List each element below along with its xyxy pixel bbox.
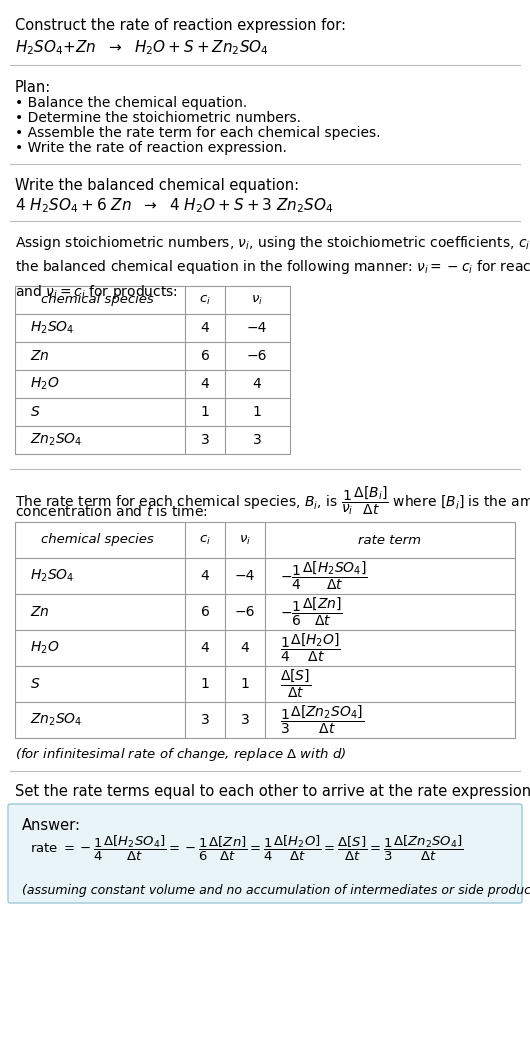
Text: Set the rate terms equal to each other to arrive at the rate expression:: Set the rate terms equal to each other t… [15, 784, 530, 799]
Text: 4: 4 [253, 377, 261, 391]
Text: $\nu_i$: $\nu_i$ [251, 294, 263, 306]
Text: $4\ H_2SO_4 + 6\ Zn\ \ \rightarrow\ \ 4\ H_2O + S + 3\ Zn_2SO_4$: $4\ H_2SO_4 + 6\ Zn\ \ \rightarrow\ \ 4\… [15, 196, 333, 215]
Text: $-\dfrac{1}{4}\dfrac{\Delta[H_2SO_4]}{\Delta t}$: $-\dfrac{1}{4}\dfrac{\Delta[H_2SO_4]}{\D… [280, 560, 368, 592]
Text: $Zn$: $Zn$ [30, 605, 50, 619]
Text: $\dfrac{1}{4}\dfrac{\Delta[H_2O]}{\Delta t}$: $\dfrac{1}{4}\dfrac{\Delta[H_2O]}{\Delta… [280, 631, 341, 664]
Text: 1: 1 [253, 405, 261, 419]
Text: $\dfrac{1}{3}\dfrac{\Delta[Zn_2SO_4]}{\Delta t}$: $\dfrac{1}{3}\dfrac{\Delta[Zn_2SO_4]}{\D… [280, 703, 364, 736]
Text: −4: −4 [247, 321, 267, 334]
Text: chemical species: chemical species [41, 294, 153, 306]
Text: 4: 4 [201, 569, 209, 584]
Text: $c_i$: $c_i$ [199, 294, 211, 306]
Text: $c_i$: $c_i$ [199, 534, 211, 547]
Text: $\dfrac{\Delta[S]}{\Delta t}$: $\dfrac{\Delta[S]}{\Delta t}$ [280, 668, 311, 700]
Text: $S$: $S$ [30, 405, 40, 419]
Text: 1: 1 [241, 677, 250, 691]
Text: concentration and $t$ is time:: concentration and $t$ is time: [15, 504, 208, 519]
Text: The rate term for each chemical species, $B_i$, is $\dfrac{1}{\nu_i}\dfrac{\Delt: The rate term for each chemical species,… [15, 483, 530, 517]
Text: Plan:: Plan: [15, 80, 51, 95]
FancyBboxPatch shape [8, 804, 522, 903]
Text: Assign stoichiometric numbers, $\nu_i$, using the stoichiometric coefficients, $: Assign stoichiometric numbers, $\nu_i$, … [15, 234, 530, 301]
Text: $Zn_2SO_4$: $Zn_2SO_4$ [30, 712, 83, 728]
Text: chemical species: chemical species [41, 534, 153, 546]
Text: Answer:: Answer: [22, 818, 81, 833]
Bar [15, 286, 290, 454]
Text: 4: 4 [201, 377, 209, 391]
Text: Write the balanced chemical equation:: Write the balanced chemical equation: [15, 178, 299, 193]
Text: 3: 3 [201, 433, 209, 447]
Text: $-\dfrac{1}{6}\dfrac{\Delta[Zn]}{\Delta t}$: $-\dfrac{1}{6}\dfrac{\Delta[Zn]}{\Delta … [280, 596, 343, 628]
Text: $H_2SO_4$: $H_2SO_4$ [30, 320, 74, 337]
Text: 6: 6 [200, 349, 209, 363]
Text: −4: −4 [235, 569, 255, 584]
Text: $H_2SO_4$$ + Zn\ \ \rightarrow\ \ H_2O + S + Zn_2SO_4$: $H_2SO_4$$ + Zn\ \ \rightarrow\ \ H_2O +… [15, 38, 269, 56]
Text: $H_2O$: $H_2O$ [30, 640, 59, 656]
Text: • Balance the chemical equation.: • Balance the chemical equation. [15, 96, 248, 110]
Text: • Determine the stoichiometric numbers.: • Determine the stoichiometric numbers. [15, 111, 301, 125]
Text: $H_2O$: $H_2O$ [30, 376, 59, 392]
Text: 3: 3 [241, 713, 250, 727]
Text: −6: −6 [235, 605, 255, 619]
Text: • Write the rate of reaction expression.: • Write the rate of reaction expression. [15, 141, 287, 155]
Text: $Zn_2SO_4$: $Zn_2SO_4$ [30, 431, 83, 448]
Text: $\nu_i$: $\nu_i$ [239, 534, 251, 547]
Bar [15, 522, 515, 738]
Text: Construct the rate of reaction expression for:: Construct the rate of reaction expressio… [15, 18, 346, 33]
Text: 3: 3 [253, 433, 261, 447]
Text: 4: 4 [241, 641, 250, 655]
Text: $H_2SO_4$: $H_2SO_4$ [30, 568, 74, 585]
Text: rate term: rate term [358, 534, 421, 546]
Text: (for infinitesimal rate of change, replace $\Delta$ with $d$): (for infinitesimal rate of change, repla… [15, 746, 347, 763]
Text: rate $= -\dfrac{1}{4}\dfrac{\Delta[H_2SO_4]}{\Delta t}= -\dfrac{1}{6}\dfrac{\Del: rate $= -\dfrac{1}{4}\dfrac{\Delta[H_2SO… [30, 834, 464, 863]
Text: • Assemble the rate term for each chemical species.: • Assemble the rate term for each chemic… [15, 126, 381, 140]
Text: $S$: $S$ [30, 677, 40, 691]
Text: −6: −6 [247, 349, 267, 363]
Text: 4: 4 [201, 321, 209, 334]
Text: 6: 6 [200, 605, 209, 619]
Text: 4: 4 [201, 641, 209, 655]
Text: 1: 1 [200, 677, 209, 691]
Text: (assuming constant volume and no accumulation of intermediates or side products): (assuming constant volume and no accumul… [22, 884, 530, 897]
Text: $Zn$: $Zn$ [30, 349, 50, 363]
Text: 1: 1 [200, 405, 209, 419]
Text: 3: 3 [201, 713, 209, 727]
